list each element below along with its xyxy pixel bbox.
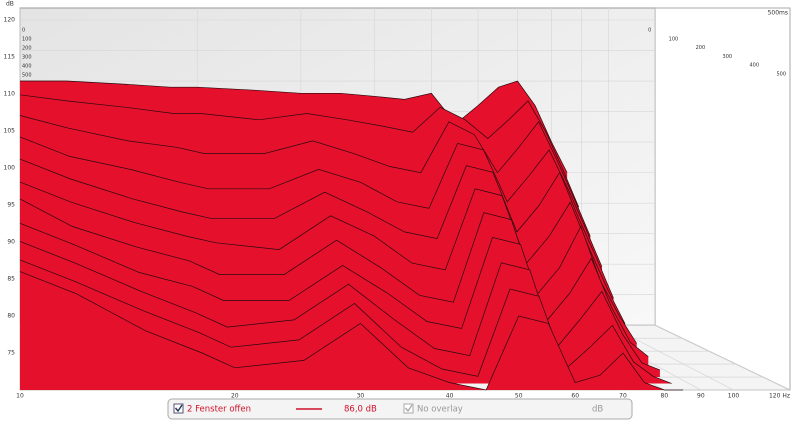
checkmark [174,404,183,413]
time-range-label: 500ms [768,10,788,17]
slice-line [19,241,661,371]
z-tick-label: 400 [750,63,760,69]
z-tick-label: 200 [696,45,706,51]
legend-bar: 2 Fenster offen 86,0 dB No overlay dB [167,398,633,420]
slice-line [19,222,649,357]
slice-line [19,158,614,299]
z-tick-label: 0 [22,28,25,34]
y-tick-label: 120 [4,17,16,24]
z-tick-label: 100 [669,36,679,42]
x-tick-label: 100 [728,393,740,400]
slice-line [19,136,603,267]
y-tick-label: 110 [4,91,16,98]
z-tick-label: 400 [22,64,32,70]
x-tick-label: 70 [619,393,627,400]
y-tick-label: 95 [7,202,15,209]
z-tick-label: 500 [22,73,32,79]
z-tick-label: 500 [776,72,786,78]
y-axis-label: dB [6,1,14,8]
x-tick-label: 50 [515,393,523,400]
checkmark [404,404,413,413]
slice-line [19,115,591,237]
y-tick-label: 105 [4,128,16,135]
x-tick-label: 20 [231,393,239,400]
y-tick-label: 85 [7,276,15,283]
slice-area [20,271,684,390]
slice-line [19,271,684,391]
z-tick-label: 300 [22,55,32,61]
slice-line [19,198,637,344]
y-tick-label: 90 [7,239,15,246]
z-tick-label: 200 [22,46,32,52]
legend-box [167,398,633,420]
x-tick-label: 10 [16,393,24,400]
checkbox[interactable] [173,403,184,414]
slice-line [19,181,626,325]
z-tick-label: 0 [648,28,651,34]
y-tick-label: 80 [7,313,15,320]
checkbox[interactable] [403,403,414,414]
y-tick-label: 75 [7,350,15,357]
y-tick-label: 115 [4,54,16,61]
level-label: 86,0 dB [344,405,377,415]
x-tick-label: 120 Hz [769,393,790,400]
x-tick-label: 60 [571,393,579,400]
unit-label: dB [592,405,603,415]
z-tick-label: 100 [22,37,32,43]
grid-line [655,324,791,391]
x-tick-label: 80 [661,393,669,400]
slice-line [20,80,568,173]
windows-label[interactable]: 2 Fenster offen [187,405,251,415]
z-tick-label: 300 [723,54,733,60]
x-tick-label: 40 [446,393,454,400]
y-tick-label: 100 [4,165,16,172]
slice-line [19,259,672,384]
slice-line [19,94,580,208]
x-tick-label: 30 [357,393,365,400]
x-tick-label: 90 [697,393,705,400]
overlay-label[interactable]: No overlay [417,405,463,415]
